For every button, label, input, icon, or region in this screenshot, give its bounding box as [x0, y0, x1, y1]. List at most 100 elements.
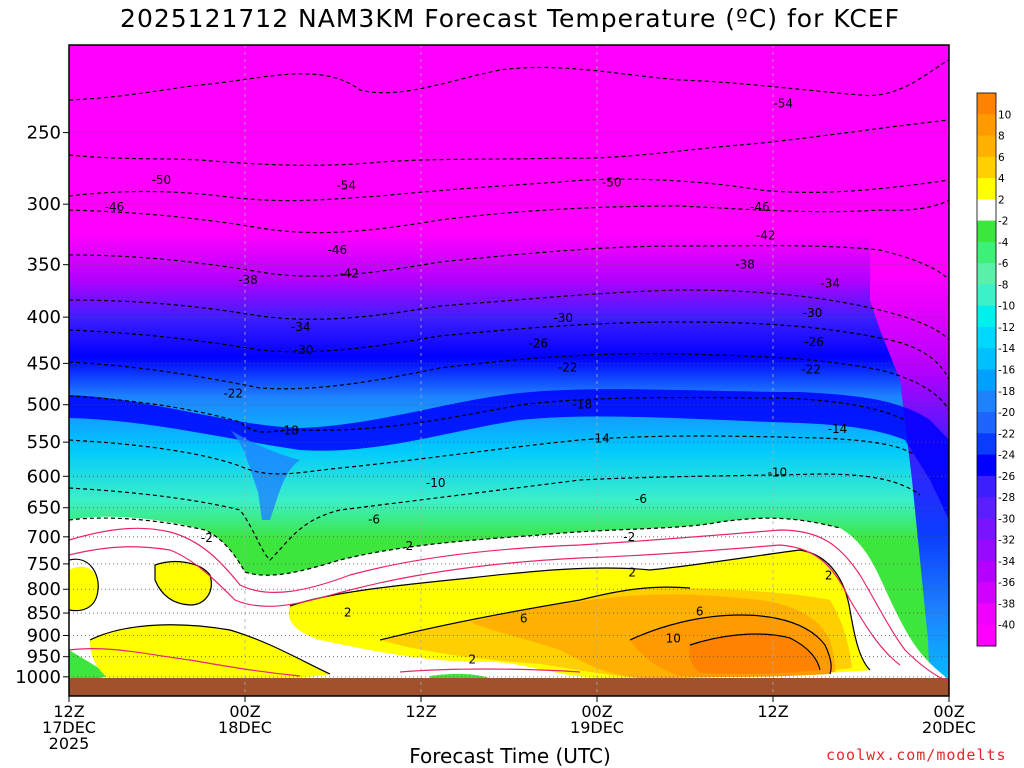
colorbar-swatch [977, 93, 996, 115]
contour-label: -46 [750, 200, 770, 214]
contour-label: -34 [820, 276, 840, 290]
contour-label: -14 [828, 422, 848, 436]
contour-label: -18 [573, 398, 593, 412]
temperature-field [69, 45, 949, 696]
colorbar-tick-label: -8 [998, 279, 1008, 291]
colorbar-tick-label: -26 [998, 471, 1015, 483]
colorbar-swatch [977, 369, 996, 392]
contour-label: -18 [279, 424, 299, 438]
time-tick-label: 2025 [49, 734, 90, 753]
pressure-tick-label: 750 [27, 554, 61, 575]
contour-label: -2 [201, 531, 213, 545]
pressure-tick-label: 350 [27, 255, 61, 276]
colorbar-tick-label: -14 [998, 343, 1015, 355]
contour-label: -54 [336, 178, 356, 192]
plot-frame [68, 44, 950, 697]
pressure-tick-label: 700 [27, 527, 61, 548]
colorbar-swatch [977, 284, 996, 307]
time-tick-label: 00Z [581, 702, 612, 721]
time-tick-label: 00Z [229, 702, 260, 721]
colorbar-swatch [977, 305, 996, 328]
colorbar-tick-label: 10 [998, 109, 1011, 121]
colorbar-swatch [977, 241, 996, 264]
colorbar-swatch [977, 433, 996, 456]
colorbar-swatch [977, 539, 996, 562]
colorbar: 10 8 6 4 2 -2 -4 -6 -8 -10 -12 -14 -16 -18 -20 -22 -24 -2… [976, 92, 1015, 647]
colorbar-swatch [977, 390, 996, 413]
colorbar-swatch [977, 475, 996, 498]
pressure-tick-label: 500 [27, 395, 61, 416]
colorbar-swatch [977, 582, 996, 604]
colorbar-tick-label: -34 [998, 556, 1015, 568]
x-axis-label: Forecast Time (UTC) [409, 744, 611, 768]
colorbar-swatch [977, 624, 996, 647]
colorbar-swatch [977, 412, 996, 434]
contour-label: -54 [773, 96, 793, 110]
pressure-tick-label: 250 [27, 123, 61, 144]
contour-label: -2 [623, 530, 635, 544]
colorbar-tick-label: -32 [998, 535, 1015, 547]
contour-label: 6 [696, 605, 704, 619]
colorbar-tick-label: -2 [998, 216, 1008, 228]
contour-label: -30 [553, 311, 573, 325]
pressure-tick-label: 850 [27, 603, 61, 624]
contour-label: -46 [328, 243, 348, 257]
pressure-tick-label: 800 [27, 579, 61, 600]
colorbar-tick-label: -24 [998, 450, 1015, 462]
contour-label: -50 [602, 176, 622, 190]
colorbar-swatch [977, 348, 996, 370]
contour-label: -42 [756, 229, 776, 243]
colorbar-swatch [977, 454, 996, 477]
colorbar-tick-label: -10 [998, 301, 1015, 313]
contour-labels: -54 -54 -50 -50 -46 -46 -46 -42 -42 -38 -38 -34 -34 -… [105, 96, 848, 666]
colorbar-swatch [977, 114, 996, 137]
contour-label: -22 [223, 387, 243, 401]
colorbar-swatch [977, 156, 996, 179]
time-tick-label: 12Z [405, 702, 436, 721]
contour-label: -26 [529, 337, 549, 351]
contour-label: -10 [768, 465, 788, 479]
time-tick-label: 17DEC [42, 718, 96, 737]
contour-label: -14 [590, 432, 610, 446]
warm-isotherm-lines [69, 549, 871, 675]
colorbar-tick-label: 2 [998, 194, 1005, 206]
time-tick-label: 00Z [933, 702, 964, 721]
time-tick-label: 12Z [757, 702, 788, 721]
colorbar-tick-label: -40 [998, 620, 1015, 632]
colorbar-tick-label: -16 [998, 365, 1015, 377]
contour-label: -38 [238, 273, 258, 287]
credit-link[interactable]: coolwx.com/modelts [826, 746, 1007, 764]
colorbar-tick-label: -18 [998, 386, 1015, 398]
page-title: 2025121712 NAM3KM Forecast Temperature (… [120, 4, 900, 33]
contour-label: -22 [558, 361, 578, 375]
pressure-tick-label: 900 [27, 625, 61, 646]
pressure-tick-label: 550 [27, 432, 61, 453]
pressure-tick-label: 950 [27, 647, 61, 668]
colorbar-tick-label: -36 [998, 577, 1015, 589]
contour-label: -26 [804, 335, 824, 349]
colorbar-tick-label: -12 [998, 322, 1015, 334]
colorbar-swatch [977, 603, 996, 626]
colorbar-swatch [977, 326, 996, 349]
pressure-tick-label: 1000 [15, 667, 61, 688]
contour-label: 2 [405, 539, 413, 553]
colorbar-swatch [977, 560, 996, 583]
magenta-isotherm-lines [69, 527, 949, 683]
contour-label: 10 [666, 632, 681, 646]
colorbar-tick-label: -6 [998, 258, 1009, 270]
pressure-tick-label: 650 [27, 498, 61, 519]
colorbar-tick-label: -30 [998, 513, 1015, 525]
colorbar-swatch [977, 199, 996, 222]
colorbar-swatch [977, 263, 996, 285]
pressure-tick-label: 600 [27, 466, 61, 487]
colorbar-tick-label: 4 [998, 173, 1005, 185]
isotherm-lines [69, 59, 949, 576]
colorbar-tick-label: -22 [998, 428, 1015, 440]
contour-label: -34 [291, 320, 311, 334]
colorbar-swatch [977, 178, 996, 200]
contour-label: -22 [801, 362, 821, 376]
contour-label: 2 [825, 568, 833, 582]
contour-label: -42 [339, 267, 359, 281]
